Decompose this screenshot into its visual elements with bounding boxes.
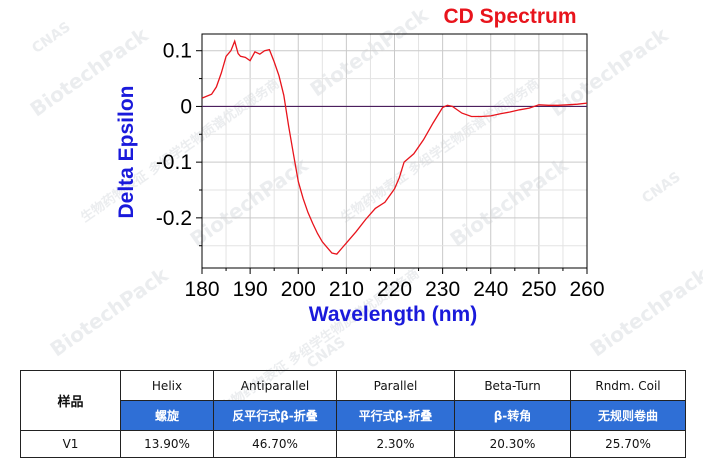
column-header-cn: 无规则卷曲 — [570, 400, 686, 431]
x-tick-label: 200 — [281, 278, 316, 301]
column-header-en: Beta-Turn — [454, 370, 571, 401]
column-header-cn: 螺旋 — [120, 400, 214, 431]
sample-header: 样品 — [20, 370, 121, 431]
secondary-structure-table-wrap: 样品 Helix Antiparallel Parallel Beta-Turn… — [20, 370, 686, 458]
column-header-en: Antiparallel — [213, 370, 337, 401]
column-header-cn: β-转角 — [454, 400, 571, 431]
x-tick-label: 180 — [184, 278, 219, 301]
y-tick-label: -0.1 — [156, 151, 192, 174]
cd-spectrum-chart: 180 190 200 210 220 230 240 250 260 0.1 0 -0.1 -0.2… — [115, 5, 605, 326]
x-tick-label: 190 — [233, 278, 268, 301]
value-cell: 20.30% — [454, 430, 571, 458]
value-cell: 25.70% — [570, 430, 686, 458]
column-header-en: Parallel — [336, 370, 455, 401]
value-cell: 2.30% — [336, 430, 455, 458]
x-tick-label: 220 — [377, 278, 412, 301]
sample-name-cell: V1 — [20, 430, 121, 458]
x-tick-label: 260 — [569, 278, 604, 301]
column-header-en: Rndm. Coil — [570, 370, 686, 401]
chart-title: CD Spectrum — [443, 5, 576, 28]
value-cell: 46.70% — [213, 430, 337, 458]
table-row: V1 13.90% 46.70% 2.30% 20.30% 25.70% — [20, 430, 686, 458]
header-row-chinese: 螺旋 反平行式β-折叠 平行式β-折叠 β-转角 无规则卷曲 — [21, 400, 686, 431]
x-tick-label: 250 — [521, 278, 556, 301]
x-tick-label: 240 — [473, 278, 508, 301]
column-header-cn: 平行式β-折叠 — [336, 400, 455, 431]
column-header-cn: 反平行式β-折叠 — [213, 400, 337, 431]
y-axis-label: Delta Epsilon — [115, 85, 138, 218]
secondary-structure-table: 样品 Helix Antiparallel Parallel Beta-Turn… — [20, 370, 686, 458]
header-row-english: 样品 Helix Antiparallel Parallel Beta-Turn… — [20, 370, 686, 431]
y-axis-ticks: 0.1 0 -0.1 -0.2 — [156, 40, 202, 247]
value-cell: 13.90% — [120, 430, 214, 458]
y-tick-label: 0 — [180, 95, 192, 118]
y-tick-label: -0.2 — [156, 207, 192, 230]
x-axis-ticks: 180 190 200 210 220 230 240 250 260 — [184, 268, 605, 301]
series-line-v1 — [201, 39, 588, 255]
y-tick-label: 0.1 — [163, 40, 192, 63]
x-tick-label: 210 — [329, 278, 364, 301]
column-header-en: Helix — [120, 370, 214, 401]
x-axis-label: Wavelength (nm) — [309, 303, 477, 326]
x-tick-label: 230 — [425, 278, 460, 301]
grid — [201, 34, 588, 268]
